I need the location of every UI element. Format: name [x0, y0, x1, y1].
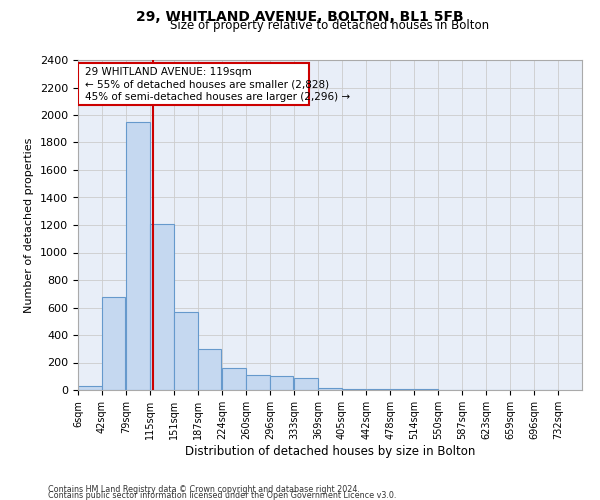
Text: 45% of semi-detached houses are larger (2,296) →: 45% of semi-detached houses are larger (…	[85, 92, 350, 102]
Bar	[150, 224, 174, 390]
Title: Size of property relative to detached houses in Bolton: Size of property relative to detached ho…	[170, 20, 490, 32]
Bar	[174, 312, 197, 390]
Y-axis label: Number of detached properties: Number of detached properties	[25, 138, 34, 312]
Bar	[198, 349, 221, 390]
Text: 29, WHITLAND AVENUE, BOLTON, BL1 5FB: 29, WHITLAND AVENUE, BOLTON, BL1 5FB	[136, 10, 464, 24]
Bar	[223, 368, 246, 390]
FancyBboxPatch shape	[78, 62, 310, 106]
Bar	[78, 386, 101, 390]
Text: ← 55% of detached houses are smaller (2,828): ← 55% of detached houses are smaller (2,…	[85, 80, 329, 90]
Bar	[318, 388, 342, 390]
Bar	[127, 122, 150, 390]
Bar	[367, 389, 390, 390]
Bar	[102, 296, 125, 390]
Bar	[295, 378, 318, 390]
Bar	[342, 388, 365, 390]
Text: 29 WHITLAND AVENUE: 119sqm: 29 WHITLAND AVENUE: 119sqm	[85, 68, 251, 78]
X-axis label: Distribution of detached houses by size in Bolton: Distribution of detached houses by size …	[185, 444, 475, 458]
Text: Contains HM Land Registry data © Crown copyright and database right 2024.: Contains HM Land Registry data © Crown c…	[48, 485, 360, 494]
Bar	[270, 376, 293, 390]
Text: Contains public sector information licensed under the Open Government Licence v3: Contains public sector information licen…	[48, 491, 397, 500]
Bar	[246, 375, 269, 390]
